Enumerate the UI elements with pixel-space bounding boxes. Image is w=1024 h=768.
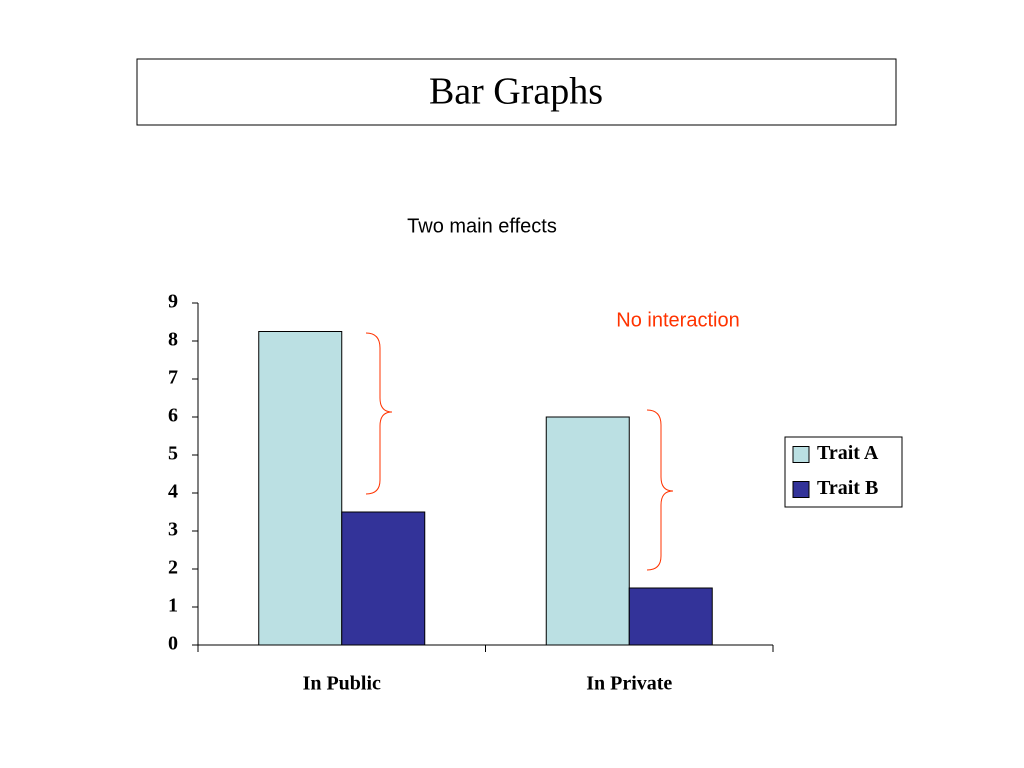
x-tick-label: In Public — [303, 673, 381, 695]
annotation: No interaction — [616, 309, 739, 331]
brace — [646, 409, 674, 571]
y-tick-label: 6 — [168, 405, 178, 427]
bar — [258, 331, 343, 646]
bar — [628, 587, 713, 646]
y-tick-label: 1 — [168, 595, 178, 617]
bar — [545, 416, 630, 646]
y-tick-label: 3 — [168, 519, 178, 541]
y-tick-label: 8 — [168, 329, 178, 351]
y-tick-label: 9 — [168, 291, 178, 313]
legend-label: Trait B — [817, 477, 878, 499]
legend-swatch — [792, 481, 810, 498]
y-tick-label: 5 — [168, 443, 178, 465]
bar — [341, 511, 426, 646]
y-tick-label: 4 — [168, 481, 178, 503]
legend-label: Trait A — [817, 442, 879, 464]
legend-swatch — [792, 446, 810, 463]
slide-title: Bar Graphs — [429, 71, 603, 113]
y-tick-label: 2 — [168, 557, 178, 579]
x-tick-label: In Private — [586, 673, 672, 695]
brace — [365, 332, 393, 495]
y-tick-label: 7 — [168, 367, 178, 389]
title-box — [136, 58, 897, 126]
chart-title: Two main effects — [407, 215, 557, 237]
y-tick-label: 0 — [168, 633, 178, 655]
